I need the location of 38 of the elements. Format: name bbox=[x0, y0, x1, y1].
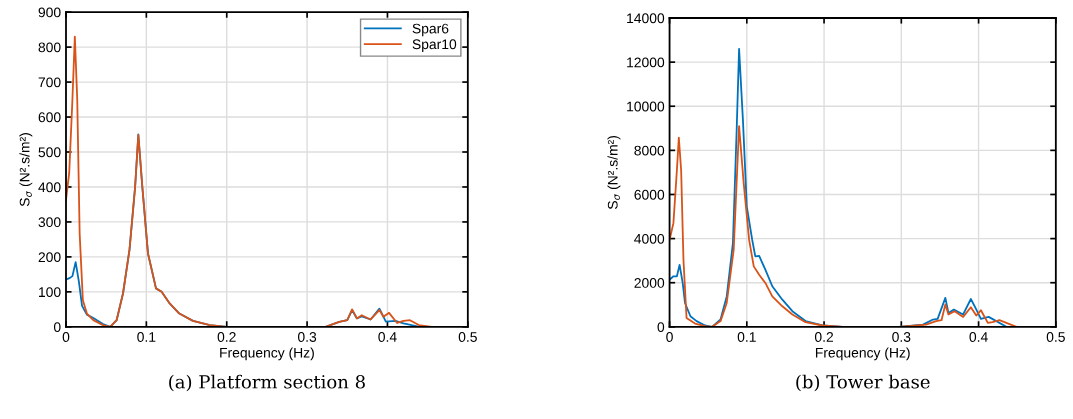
y-tick-label: 6000 bbox=[634, 189, 665, 200]
legend-label: Spar6 bbox=[412, 23, 449, 37]
y-tick-label: 400 bbox=[38, 182, 61, 193]
text: (b) Tower base bbox=[796, 374, 930, 392]
x-tick-label: 0.4 bbox=[378, 332, 397, 342]
y-axis-title: S$_{σ}$ (N².s/m²) bbox=[19, 133, 33, 207]
y-tick-label: 10000 bbox=[627, 101, 665, 112]
x-tick-label: 0 bbox=[666, 332, 673, 342]
y-tick-label: 12000 bbox=[627, 57, 665, 68]
x-tick-label: 0.1 bbox=[737, 332, 756, 342]
y-tick-label: 2000 bbox=[634, 278, 665, 288]
x-tick-label: 0.5 bbox=[458, 332, 477, 342]
x-tick-label: 0.2 bbox=[814, 332, 834, 342]
y-axis-title: S$_{σ}$ (N².s/m²) bbox=[607, 136, 621, 210]
y-tick-label: 600 bbox=[38, 112, 61, 123]
y-tick-label: 8000 bbox=[634, 145, 665, 156]
y-tick-label: 0 bbox=[657, 322, 665, 332]
y-tick-label: 300 bbox=[38, 217, 61, 228]
x-tick-label: 0.1 bbox=[137, 332, 156, 342]
y-tick-label: 500 bbox=[38, 147, 61, 158]
x-tick-label: 0.5 bbox=[1046, 332, 1065, 342]
x-tick-label: 0.3 bbox=[892, 332, 911, 342]
y-tick-label: 800 bbox=[38, 42, 61, 53]
x-tick-label: 0 bbox=[62, 332, 70, 342]
x-tick-label: 0.3 bbox=[297, 332, 317, 342]
x-tick-label: 0.2 bbox=[217, 332, 236, 342]
x-tick-label: 0.4 bbox=[969, 332, 988, 342]
y-tick-label: 14000 bbox=[627, 13, 665, 24]
y-tick-label: 0 bbox=[53, 322, 61, 332]
legend-label: Spar10 bbox=[412, 39, 457, 52]
y-tick-label: 100 bbox=[39, 287, 61, 298]
y-tick-label: 4000 bbox=[634, 233, 665, 244]
x-axis-title: Frequency (Hz) bbox=[815, 347, 910, 361]
y-tick-label: 700 bbox=[38, 77, 61, 88]
y-tick-label: 200 bbox=[38, 252, 61, 263]
text: (a) Platform section 8 bbox=[169, 374, 365, 392]
y-tick-label: 900 bbox=[38, 7, 61, 18]
x-axis-title: Frequency (Hz) bbox=[220, 347, 314, 361]
